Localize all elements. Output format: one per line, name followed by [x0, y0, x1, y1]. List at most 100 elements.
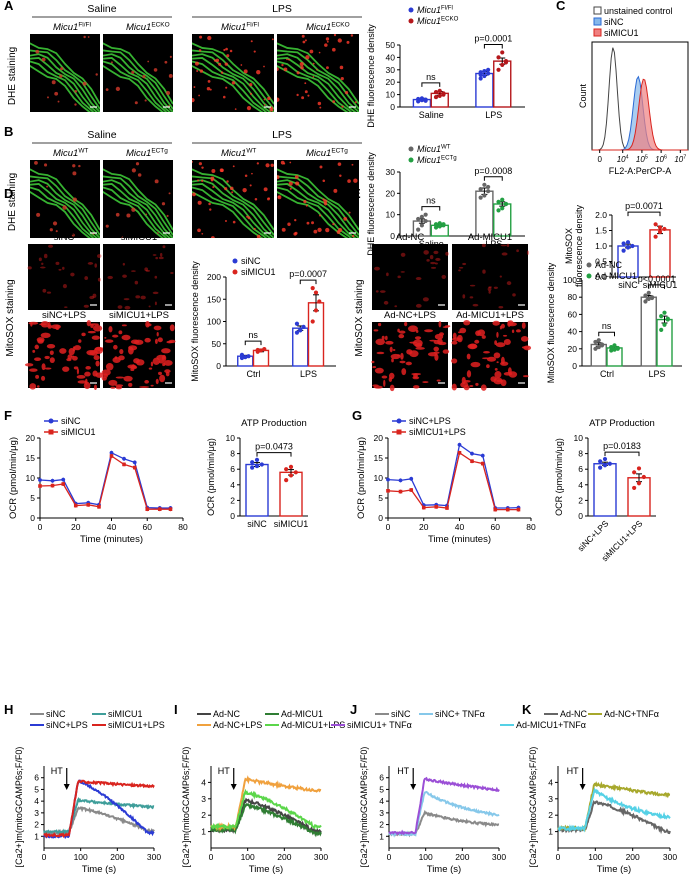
chart-E_bar: 0 20 40 60 80 100 Ctrl LPS ns p<0.0001 MitoSOX flu…: [546, 262, 682, 383]
cell-signal: [40, 266, 46, 269]
lamina-path: [30, 64, 92, 112]
lamina-path: [103, 60, 168, 112]
cell-signal: [85, 365, 91, 370]
data-point: [288, 473, 294, 478]
x-tick-label: 60: [491, 522, 501, 532]
nucleus-dot: [78, 164, 81, 168]
cell-signal: [104, 337, 107, 339]
y-tick-label: 3: [379, 808, 384, 818]
cell-signal: [112, 356, 121, 364]
cell-signal: [483, 350, 490, 354]
legend-marker: [408, 18, 414, 24]
data-point: [310, 286, 315, 291]
row-label: DHE staining: [7, 47, 18, 105]
nucleus-dot: [304, 82, 307, 85]
cell-signal: [388, 372, 395, 380]
y-tick-label: 2.0: [595, 210, 607, 220]
nucleus-dot: [196, 70, 199, 72]
nucleus-dot: [142, 75, 146, 79]
nucleus-dot: [247, 216, 251, 220]
y-axis-label: [Ca2+]m(mitoGCAMP6s;F/F0): [14, 747, 24, 868]
group-label-lps: LPS: [272, 3, 292, 15]
nucleus-dot: [348, 211, 351, 214]
cell-signal: [392, 348, 396, 352]
cell-signal: [114, 356, 118, 360]
cell-signal: [148, 305, 151, 308]
cell-signal: [121, 324, 127, 327]
y-tick-label: 60: [568, 309, 578, 319]
nucleus-dot: [301, 34, 305, 38]
legend-label: siNC+LPS: [46, 720, 88, 730]
y-tick-label: 20: [374, 433, 384, 443]
cell-signal: [43, 253, 48, 259]
nucleus-dot: [346, 40, 350, 44]
nucleus-dot: [277, 175, 280, 180]
group-label-lps: LPS: [272, 129, 292, 141]
cell-signal: [34, 357, 42, 361]
panel-letter-k: K: [522, 702, 532, 717]
legend-label: unstained control: [604, 6, 673, 16]
nucleus-dot: [253, 227, 256, 230]
cell-signal: [398, 330, 406, 334]
legend-label: Ad-MICU1: [595, 271, 637, 281]
cell-signal: [389, 384, 395, 392]
data-point: [636, 481, 642, 486]
cell-signal: [87, 330, 96, 334]
panel-letter-f: F: [4, 408, 12, 423]
legend-label: Ad-MICU1+TNFα: [516, 720, 586, 730]
cell-signal: [470, 361, 481, 368]
cell-signal: [488, 286, 492, 288]
legend-label: siMICU1: [108, 709, 143, 719]
cell-signal: [156, 332, 159, 337]
data-point: [632, 470, 637, 475]
cell-signal: [95, 372, 104, 378]
nucleus-dot: [218, 62, 222, 66]
data-point: [598, 465, 603, 470]
data-point: [609, 348, 614, 353]
significance-label: ns: [248, 330, 258, 340]
data-point: [419, 223, 424, 228]
cell-signal: [123, 375, 133, 382]
data-point: [653, 234, 658, 239]
cell-signal: [451, 358, 458, 364]
data-point: [433, 90, 439, 95]
y-tick-label: 4: [201, 777, 206, 787]
data-point: [665, 316, 670, 321]
nucleus-dot: [318, 51, 321, 54]
data-point: [621, 248, 626, 253]
bar: [640, 296, 657, 367]
x-tick-label: Ctrl: [600, 369, 614, 379]
cell-signal: [83, 304, 89, 308]
significance-label: p=0.0183: [603, 441, 641, 451]
nucleus-dot: [256, 162, 259, 165]
cell-signal: [32, 349, 36, 353]
legend-label: siMICU1: [604, 28, 639, 38]
cell-signal: [499, 325, 503, 330]
data-point: [478, 72, 483, 77]
nucleus-dot: [234, 108, 237, 110]
cell-signal: [400, 271, 405, 273]
data-point: [437, 224, 442, 229]
micrograph-e-3: [371, 320, 451, 392]
nucleus-dot: [344, 90, 349, 95]
x-tick-label: 300: [147, 852, 161, 862]
cell-signal: [430, 266, 437, 269]
nucleus-dot: [249, 83, 253, 87]
y-tick-label: 0.0: [595, 272, 607, 282]
chart-A_bar: 0 10 20 30 40 50 Saline LPS ns p=0.0001 DHE fluore…: [366, 24, 525, 128]
legend-label: Micu1ECKO: [417, 16, 459, 27]
nucleus-dot: [249, 184, 252, 187]
nucleus-dot: [137, 173, 142, 177]
cell-signal: [375, 338, 386, 346]
nucleus-dot: [72, 171, 77, 176]
nucleus-dot: [325, 37, 330, 41]
data-point: [593, 339, 598, 345]
x-tick-label: 106: [655, 155, 667, 165]
cell-signal: [516, 249, 519, 253]
data-point: [423, 98, 428, 103]
cell-signal: [424, 329, 434, 333]
nucleus-dot: [336, 230, 341, 234]
cell-signal: [442, 349, 450, 354]
nucleus-dot: [54, 91, 59, 96]
cell-signal: [456, 334, 463, 343]
